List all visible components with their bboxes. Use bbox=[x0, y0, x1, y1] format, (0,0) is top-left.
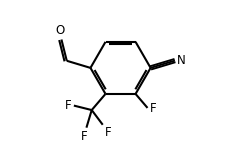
Text: N: N bbox=[177, 54, 186, 67]
Text: F: F bbox=[65, 99, 71, 112]
Text: F: F bbox=[150, 102, 157, 115]
Text: F: F bbox=[105, 126, 112, 139]
Text: O: O bbox=[55, 24, 64, 37]
Text: F: F bbox=[81, 130, 88, 143]
